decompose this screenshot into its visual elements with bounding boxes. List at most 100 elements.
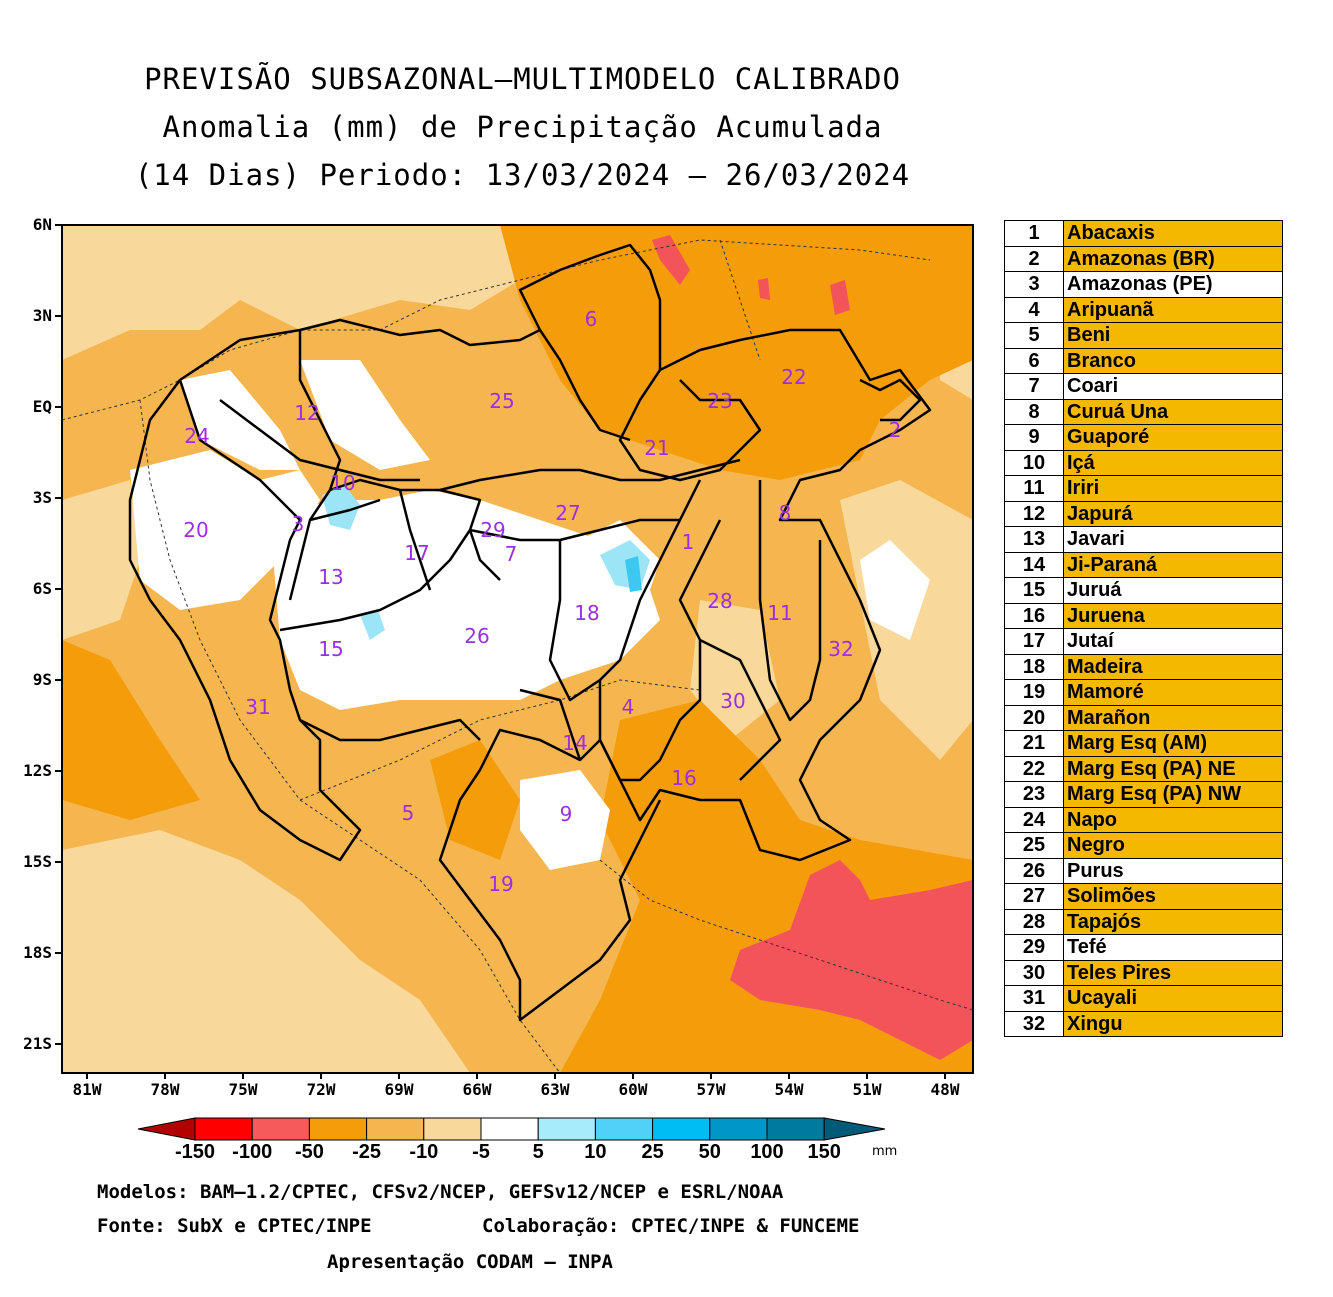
basin-label-15: 15 bbox=[318, 637, 343, 661]
basin-label-3: 3 bbox=[292, 512, 305, 536]
legend-basin-number: 23 bbox=[1004, 781, 1064, 808]
lat-label: 6S bbox=[33, 579, 52, 598]
legend-basin-number: 3 bbox=[1004, 271, 1064, 298]
basin-label-11: 11 bbox=[767, 601, 792, 625]
basin-label-19: 19 bbox=[488, 872, 513, 896]
legend-basin-name: Coari bbox=[1063, 373, 1283, 400]
legend-basin-name: Beni bbox=[1063, 322, 1283, 349]
colorbar-tick-label: -100 bbox=[232, 1141, 272, 1163]
legend-basin-name: Ji-Paraná bbox=[1063, 551, 1283, 578]
legend-row: 19 Mamoré bbox=[1004, 679, 1283, 706]
legend-basin-name: Marg Esq (PA) NE bbox=[1063, 755, 1283, 782]
colorbar-tick-label: 50 bbox=[699, 1141, 721, 1163]
colorbar-segment bbox=[652, 1117, 711, 1141]
colorbar-segment bbox=[709, 1117, 768, 1141]
legend-basin-name: Branco bbox=[1063, 347, 1283, 374]
lon-label: 78W bbox=[151, 1080, 180, 1099]
legend-basin-number: 2 bbox=[1004, 245, 1064, 272]
colorbar-tick-label: -5 bbox=[472, 1141, 490, 1163]
basin-label-10: 10 bbox=[330, 471, 355, 495]
legend-row: 1 Abacaxis bbox=[1004, 220, 1283, 247]
legend-row: 5 Beni bbox=[1004, 322, 1283, 349]
colorbar-segment bbox=[194, 1117, 253, 1141]
legend-basin-name: Mamoré bbox=[1063, 679, 1283, 706]
legend-basin-name: Amazonas (PE) bbox=[1063, 271, 1283, 298]
legend-basin-number: 17 bbox=[1004, 628, 1064, 655]
basin-label-20: 20 bbox=[183, 518, 208, 542]
legend-basin-number: 20 bbox=[1004, 704, 1064, 731]
legend-basin-name: Juruena bbox=[1063, 602, 1283, 629]
basin-legend-table: 1 Abacaxis 2 Amazonas (BR) 3 Amazonas (PE) 4 Ar… bbox=[1004, 220, 1283, 1037]
lat-label: 15S bbox=[23, 852, 52, 871]
legend-basin-name: Ucayali bbox=[1063, 985, 1283, 1012]
legend-row: 9 Guaporé bbox=[1004, 424, 1283, 451]
legend-row: 21 Marg Esq (AM) bbox=[1004, 730, 1283, 757]
legend-basin-number: 1 bbox=[1004, 220, 1064, 247]
basin-label-12: 12 bbox=[294, 401, 319, 425]
lat-label: 6N bbox=[33, 215, 52, 234]
legend-basin-name: Guaporé bbox=[1063, 424, 1283, 451]
colorbar-tick-label: -25 bbox=[352, 1141, 381, 1163]
basin-label-13: 13 bbox=[318, 565, 343, 589]
legend-row: 13 Javari bbox=[1004, 526, 1283, 553]
legend-basin-number: 4 bbox=[1004, 296, 1064, 323]
legend-basin-name: Japurá bbox=[1063, 500, 1283, 527]
legend-basin-name: Içá bbox=[1063, 449, 1283, 476]
legend-basin-number: 12 bbox=[1004, 500, 1064, 527]
legend-basin-name: Madeira bbox=[1063, 653, 1283, 680]
colorbar-segment bbox=[594, 1117, 654, 1141]
legend-basin-number: 28 bbox=[1004, 908, 1064, 935]
basin-boundaries bbox=[128, 243, 932, 1022]
colorbar-tick-label: 150 bbox=[808, 1141, 841, 1163]
white-regions bbox=[130, 360, 930, 870]
colorbar-cap-left bbox=[137, 1117, 196, 1141]
legend-basin-name: Napo bbox=[1063, 806, 1283, 833]
red-regions bbox=[652, 235, 973, 1060]
legend-basin-name: Iriri bbox=[1063, 475, 1283, 502]
colorbar-segment bbox=[537, 1117, 596, 1141]
colorbar-tick-label: 5 bbox=[533, 1141, 544, 1163]
legend-basin-number: 11 bbox=[1004, 475, 1064, 502]
basin-label-28: 28 bbox=[707, 589, 732, 613]
legend-basin-number: 31 bbox=[1004, 985, 1064, 1012]
legend-basin-number: 19 bbox=[1004, 679, 1064, 706]
legend-basin-number: 18 bbox=[1004, 653, 1064, 680]
legend-row: 10 Içá bbox=[1004, 449, 1283, 476]
footer-collab: Colaboração: CPTEC/INPE & FUNCEME bbox=[482, 1215, 860, 1237]
title-line-2: Anomalia (mm) de Precipitação Acumulada bbox=[162, 110, 883, 144]
legend-basin-name: Negro bbox=[1063, 832, 1283, 859]
legend-basin-number: 15 bbox=[1004, 577, 1064, 604]
colorbar-segment bbox=[366, 1117, 425, 1141]
legend-basin-name: Tapajós bbox=[1063, 908, 1283, 935]
legend-basin-name: Javari bbox=[1063, 526, 1283, 553]
colorbar-segment bbox=[480, 1117, 539, 1141]
lon-label: 81W bbox=[73, 1080, 102, 1099]
legend-basin-name: Aripuanã bbox=[1063, 296, 1283, 323]
legend-row: 29 Tefé bbox=[1004, 934, 1283, 961]
legend-row: 3 Amazonas (PE) bbox=[1004, 271, 1283, 298]
lat-label: 9S bbox=[33, 670, 52, 689]
legend-row: 14 Ji-Paraná bbox=[1004, 551, 1283, 578]
positive-anomaly-spots bbox=[322, 485, 650, 640]
country-borders bbox=[62, 239, 973, 1073]
lon-ticks bbox=[86, 1073, 946, 1079]
basin-label-25: 25 bbox=[489, 389, 514, 413]
basin-label-21: 21 bbox=[644, 436, 669, 460]
legend-row: 2 Amazonas (BR) bbox=[1004, 245, 1283, 272]
basin-label-29: 29 bbox=[480, 518, 505, 542]
legend-row: 20 Marañon bbox=[1004, 704, 1283, 731]
legend-basin-number: 24 bbox=[1004, 806, 1064, 833]
lat-label: 18S bbox=[23, 943, 52, 962]
footer-models: Modelos: BAM—1.2/CPTEC, CFSv2/NCEP, GEFS… bbox=[97, 1181, 784, 1203]
title-line-3: (14 Dias) Periodo: 13/03/2024 — 26/03/20… bbox=[134, 158, 911, 192]
basin-label-4: 4 bbox=[622, 695, 635, 719]
footer-source: Fonte: SubX e CPTEC/INPE bbox=[97, 1215, 372, 1237]
lon-label: 51W bbox=[853, 1080, 882, 1099]
colorbar: -150 -100 -50 -25 -10 -5 5 10 25 50 100 150 bbox=[137, 1117, 886, 1163]
legend-basin-name: Teles Pires bbox=[1063, 959, 1283, 986]
lon-label: 60W bbox=[619, 1080, 648, 1099]
basin-label-27: 27 bbox=[555, 501, 580, 525]
colorbar-tick-label: -50 bbox=[295, 1141, 324, 1163]
basin-label-7: 7 bbox=[505, 542, 518, 566]
basin-label-32: 32 bbox=[828, 637, 853, 661]
